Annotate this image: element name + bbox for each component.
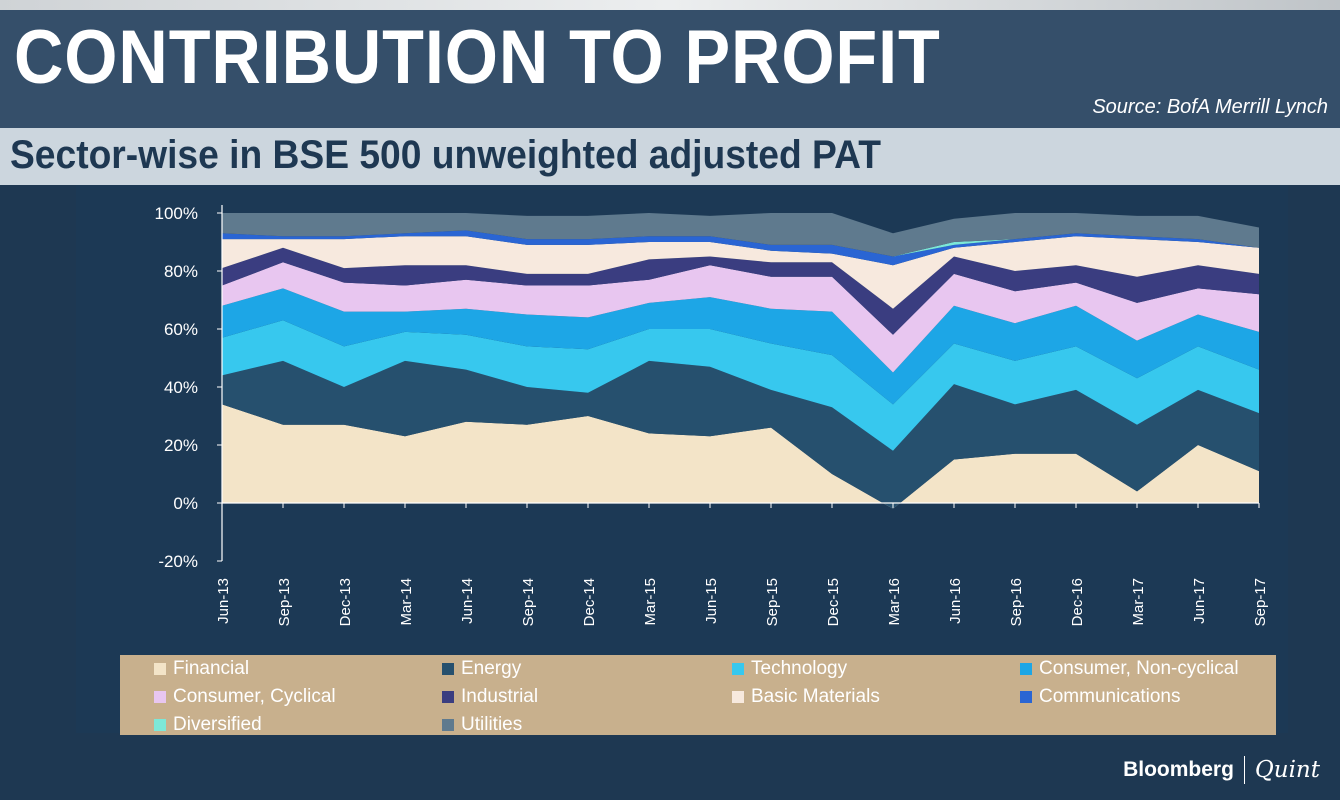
x-tick-label: Jun-13: [215, 578, 232, 624]
legend-swatch: [154, 719, 166, 731]
legend-swatch: [732, 691, 744, 703]
legend-item: Technology: [732, 658, 847, 680]
legend-item: Financial: [154, 658, 249, 680]
legend-swatch: [732, 663, 744, 675]
quint-wordmark: Quint: [1254, 757, 1320, 783]
x-tick-label: Dec-15: [825, 578, 842, 626]
source-note: Source: BofA Merrill Lynch: [1092, 96, 1328, 118]
chart-subtitle: Sector-wise in BSE 500 unweighted adjust…: [10, 133, 881, 177]
page-title: CONTRIBUTION TO PROFIT: [14, 15, 941, 100]
area-technology: [222, 320, 1259, 451]
x-tick-label: Mar-17: [1130, 578, 1147, 626]
legend-swatch: [1020, 663, 1032, 675]
area-financial: [222, 404, 1259, 509]
x-tick-label: Jun-16: [947, 578, 964, 624]
brand-logo: Bloomberg Quint: [1123, 756, 1320, 784]
y-tick-label: 0%: [173, 494, 198, 513]
legend-item: Consumer, Non-cyclical: [1020, 658, 1239, 680]
x-tick-label: Dec-13: [337, 578, 354, 626]
legend-item: Basic Materials: [732, 686, 880, 708]
y-tick-label: 20%: [164, 436, 198, 455]
legend-label: Financial: [173, 658, 250, 679]
legend-label: Technology: [751, 658, 848, 679]
x-tick-label: Sep-15: [764, 578, 781, 626]
x-tick-label: Dec-16: [1069, 578, 1086, 626]
legend-label: Energy: [461, 658, 522, 679]
legend-label: Communications: [1039, 686, 1181, 707]
x-tick-label: Mar-15: [642, 578, 659, 626]
legend-label: Consumer, Non-cyclical: [1039, 658, 1239, 679]
x-tick-label: Jun-17: [1191, 578, 1208, 624]
legend-label: Consumer, Cyclical: [173, 686, 336, 707]
legend-label: Basic Materials: [751, 686, 880, 707]
x-tick-label: Dec-14: [581, 578, 598, 626]
area-consumer-cyclical: [222, 262, 1259, 373]
y-tick-label: 80%: [164, 262, 198, 281]
x-tick-label: Sep-13: [276, 578, 293, 626]
brand-divider: [1243, 756, 1245, 784]
chart-legend: Financial Energy Technology Consumer, Non-c…: [120, 655, 1276, 735]
x-tick-label: Sep-17: [1252, 578, 1269, 626]
legend-item: Communications: [1020, 686, 1181, 708]
area-industrial: [222, 247, 1259, 335]
legend-swatch: [154, 691, 166, 703]
legend-swatch: [442, 691, 454, 703]
legend-label: Utilities: [461, 714, 523, 735]
legend-item: Energy: [442, 658, 521, 680]
legend-swatch: [154, 663, 166, 675]
x-tick-label: Mar-14: [398, 578, 415, 626]
y-tick-label: 40%: [164, 378, 198, 397]
area-basic-materials: [222, 236, 1259, 309]
y-tick-label: 100%: [155, 204, 198, 223]
legend-item: Industrial: [442, 686, 538, 708]
area-energy: [222, 360, 1259, 509]
legend-item: Diversified: [154, 714, 262, 736]
legend-swatch: [1020, 691, 1032, 703]
top-stripe: [0, 0, 1340, 10]
legend-swatch: [442, 663, 454, 675]
legend-item: Utilities: [442, 714, 522, 736]
area-utilities: [222, 213, 1259, 257]
legend-swatch: [442, 719, 454, 731]
header-banner: [0, 10, 1340, 128]
y-tick-label: -20%: [158, 552, 198, 571]
y-tick-label: 60%: [164, 320, 198, 339]
x-tick-label: Jun-15: [703, 578, 720, 624]
x-tick-label: Jun-14: [459, 578, 476, 624]
legend-label: Industrial: [461, 686, 539, 707]
legend-item: Consumer, Cyclical: [154, 686, 336, 708]
bloomberg-wordmark: Bloomberg: [1123, 758, 1234, 781]
x-tick-label: Mar-16: [886, 578, 903, 626]
x-tick-label: Sep-14: [520, 578, 537, 626]
subtitle-bar: [0, 128, 1340, 185]
legend-label: Diversified: [173, 714, 262, 735]
x-tick-label: Sep-16: [1008, 578, 1025, 626]
area-consumer-non-cyclical: [222, 288, 1259, 405]
